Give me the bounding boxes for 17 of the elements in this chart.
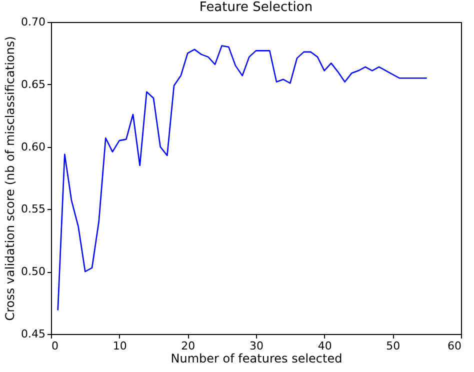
x-tick-label: 50 (386, 340, 400, 352)
x-tick-label: 0 (52, 340, 58, 352)
x-axis-title: Number of features selected (170, 352, 342, 366)
y-tick-label: 0.55 (21, 202, 46, 216)
x-tick-label: 20 (181, 340, 196, 352)
x-tick-label: 40 (318, 340, 332, 352)
line-series (57, 45, 428, 311)
y-tick-label: 0.45 (21, 328, 46, 340)
x-tick-label: 30 (250, 340, 264, 352)
y-axis-title: Cross validation score (nb of misclassifications) (3, 36, 18, 321)
y-tick-label: 0.70 (21, 16, 46, 28)
y-tick-label: 0.50 (21, 265, 46, 278)
y-tick-label: 0.65 (21, 78, 46, 91)
x-tick-label: 60 (448, 340, 462, 352)
y-tick-label: 0.60 (21, 140, 46, 154)
x-tick-label: 10 (112, 340, 127, 352)
chart-title: Feature Selection (199, 0, 313, 15)
